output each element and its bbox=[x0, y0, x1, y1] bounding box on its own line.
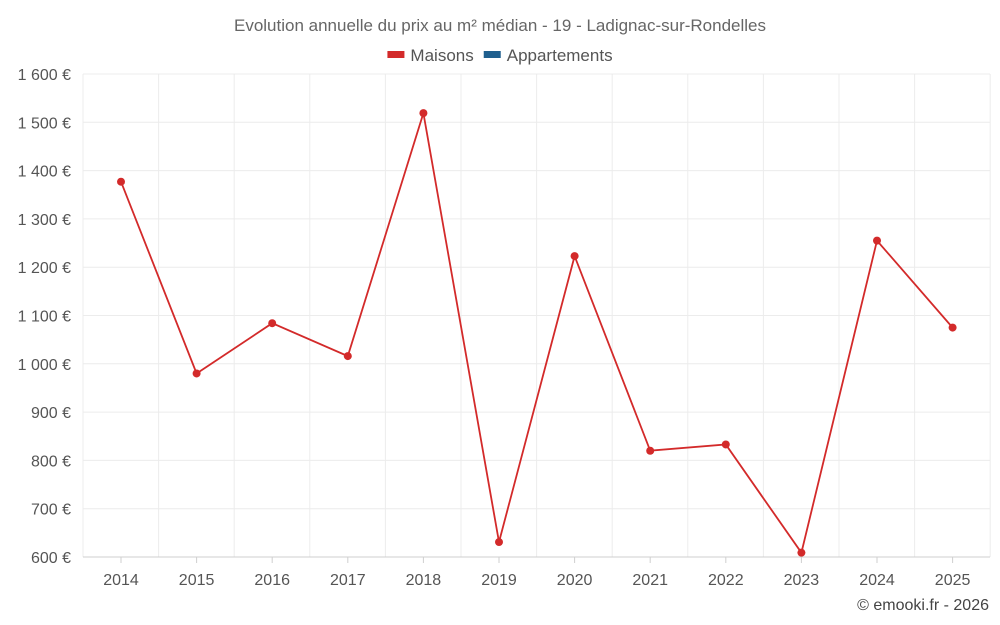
y-tick-label: 1 500 € bbox=[18, 115, 71, 132]
y-tick-label: 1 200 € bbox=[18, 260, 71, 277]
legend-label-appartements: Appartements bbox=[507, 46, 613, 65]
legend-label-maisons: Maisons bbox=[410, 46, 473, 65]
data-point bbox=[343, 352, 352, 361]
x-tick-label: 2020 bbox=[557, 572, 593, 589]
series-line-maisons bbox=[120, 112, 954, 555]
legend: Maisons Appartements bbox=[387, 46, 613, 65]
x-tick-label: 2015 bbox=[179, 572, 215, 589]
x-tick-label: 2023 bbox=[784, 572, 820, 589]
y-tick-label: 1 100 € bbox=[18, 309, 71, 326]
data-point bbox=[797, 548, 806, 557]
chart-title: Evolution annuelle du prix au m² médian … bbox=[234, 16, 766, 35]
y-axis: 600 € 700 € 800 € 900 € 1 000 € 1 100 € 1 200 … bbox=[18, 67, 71, 567]
data-point bbox=[721, 440, 730, 449]
credit-text: © emooki.fr - 2026 bbox=[857, 597, 989, 614]
x-tick-label: 2022 bbox=[708, 572, 744, 589]
y-tick-label: 1 600 € bbox=[18, 67, 71, 84]
x-tick-label: 2016 bbox=[254, 572, 290, 589]
x-tick-label: 2021 bbox=[632, 572, 668, 589]
x-tick-label: 2025 bbox=[935, 572, 971, 589]
y-tick-label: 900 € bbox=[31, 405, 71, 422]
x-tick-label: 2014 bbox=[103, 572, 139, 589]
data-point bbox=[192, 369, 201, 378]
series bbox=[117, 109, 957, 557]
x-tick-label: 2019 bbox=[481, 572, 517, 589]
legend-swatch-maisons bbox=[387, 51, 405, 58]
x-tick-label: 2024 bbox=[859, 572, 895, 589]
y-tick-label: 600 € bbox=[31, 550, 71, 567]
data-point bbox=[495, 538, 503, 547]
x-tick-label: 2017 bbox=[330, 572, 366, 589]
data-point bbox=[570, 252, 579, 261]
y-tick-label: 1 300 € bbox=[18, 212, 71, 229]
grid bbox=[82, 73, 991, 557]
data-point bbox=[268, 319, 277, 328]
y-tick-label: 700 € bbox=[31, 502, 71, 519]
y-tick-label: 1 400 € bbox=[18, 164, 71, 181]
x-axis: 2014 2015 2016 2017 2018 2019 2020 2021 2022 2023… bbox=[83, 556, 990, 589]
data-point bbox=[117, 177, 125, 186]
legend-swatch-appartements bbox=[483, 51, 501, 58]
y-tick-label: 800 € bbox=[31, 453, 71, 470]
y-tick-label: 1 000 € bbox=[18, 357, 71, 374]
data-point bbox=[646, 446, 655, 455]
data-point bbox=[948, 323, 957, 332]
data-point bbox=[419, 109, 428, 118]
x-tick-label: 2018 bbox=[406, 572, 442, 589]
data-point bbox=[873, 236, 881, 245]
